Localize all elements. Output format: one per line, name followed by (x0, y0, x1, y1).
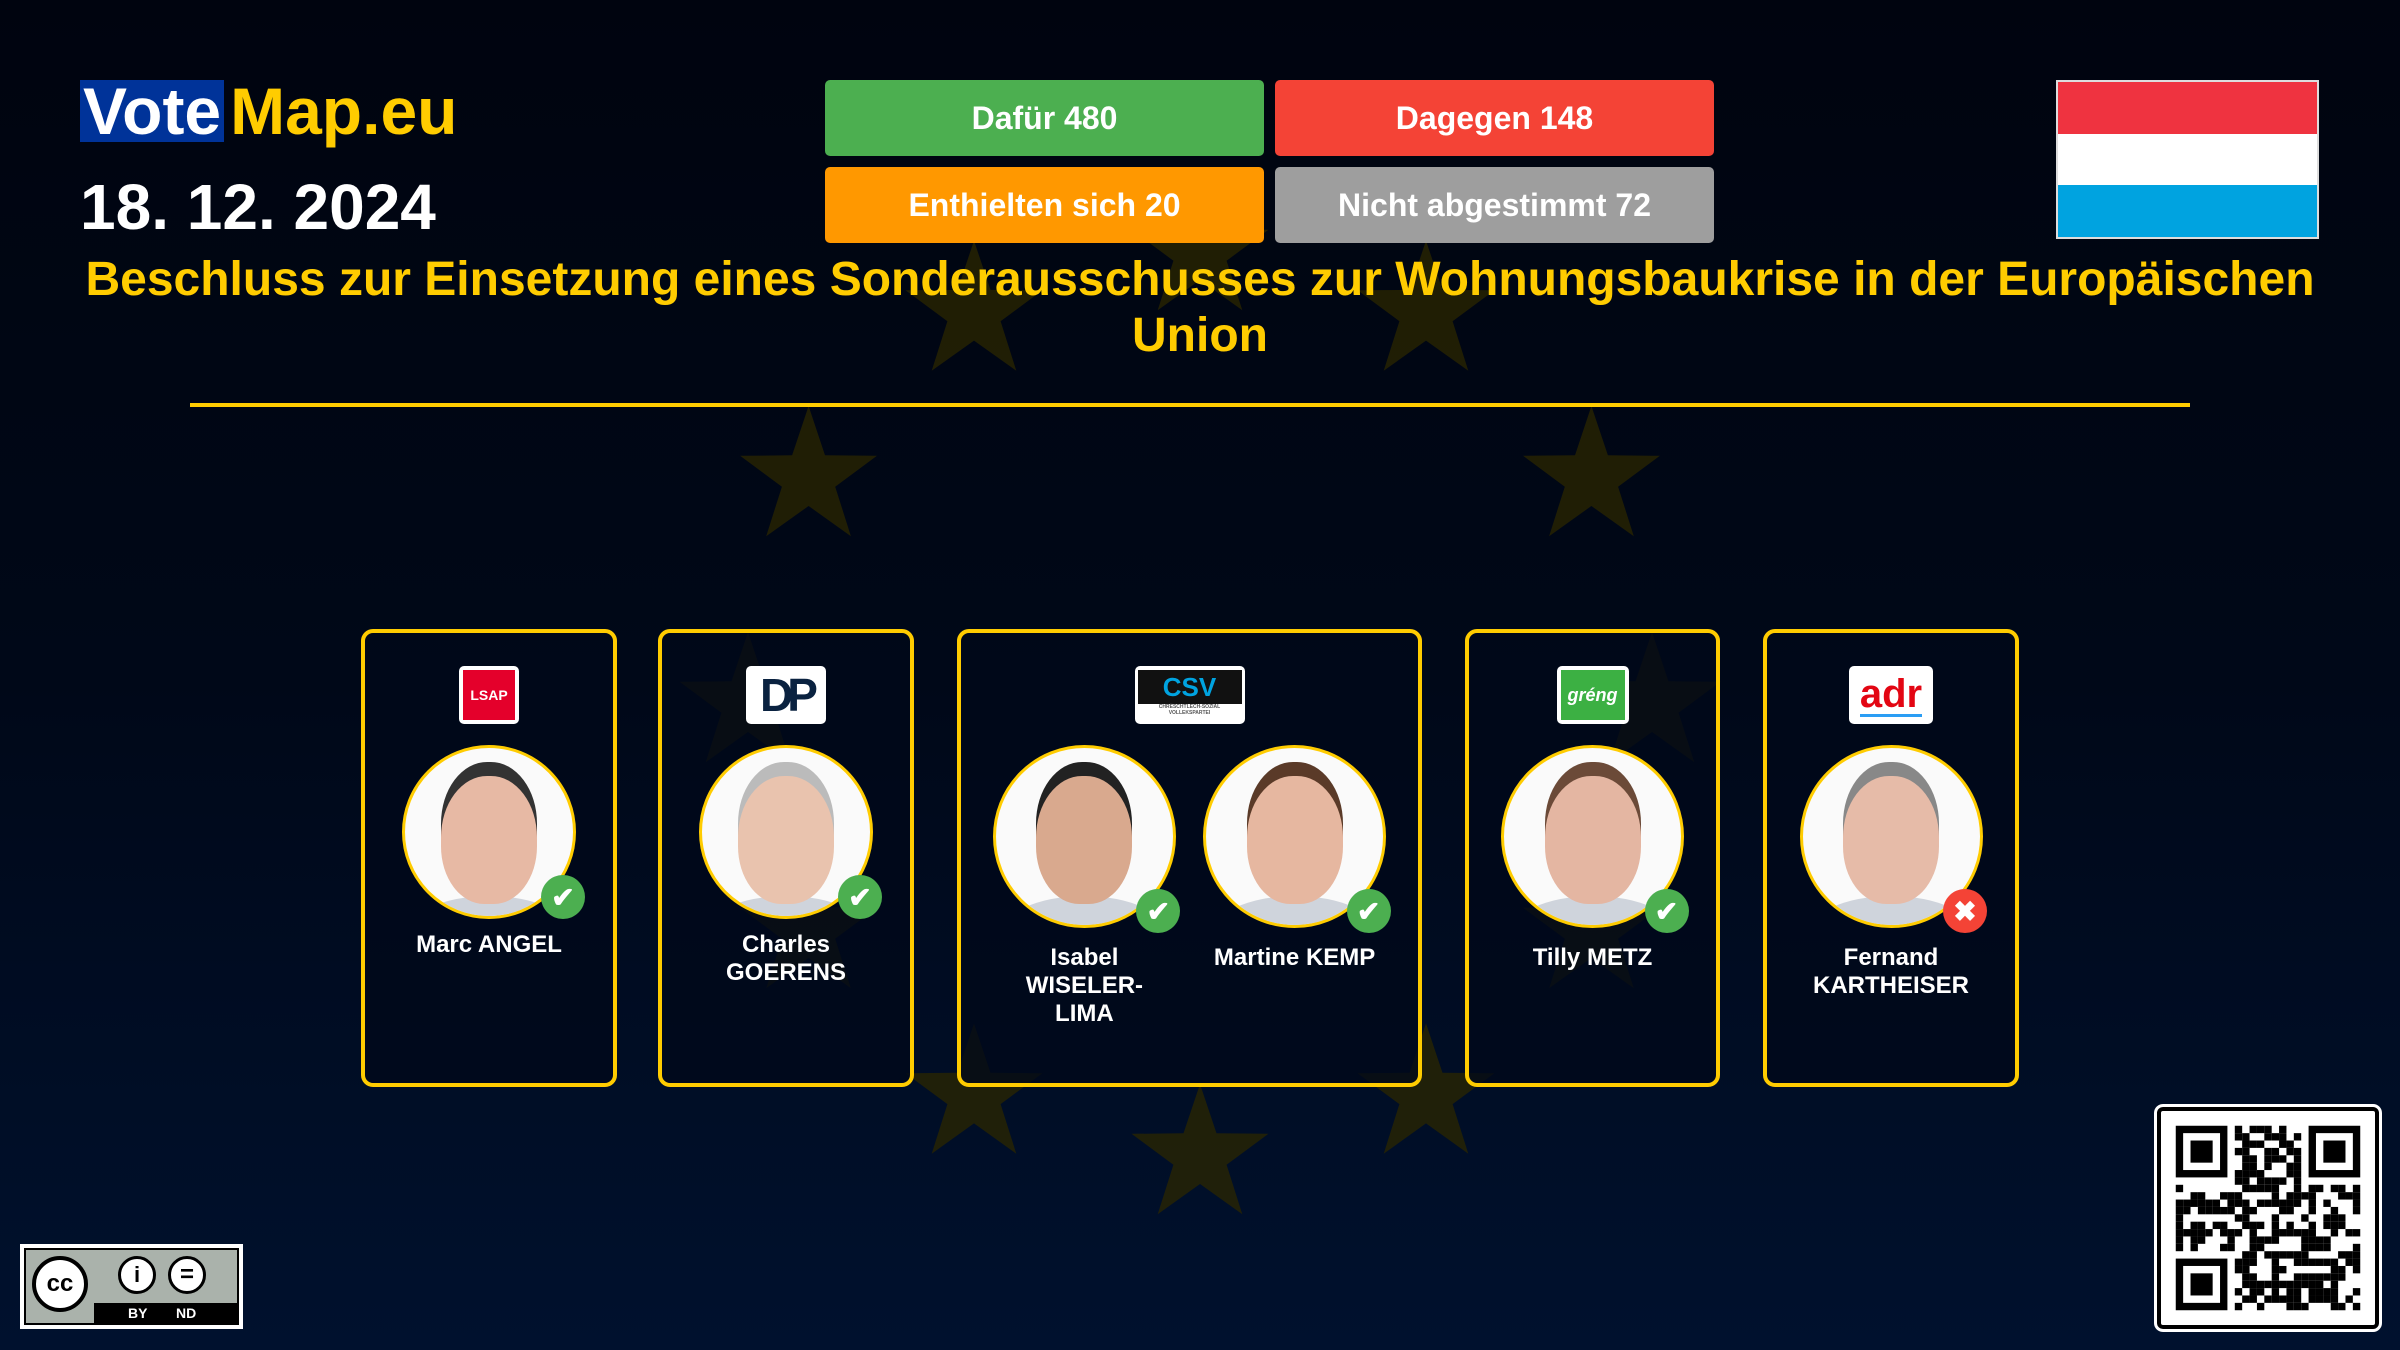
eu-star (1523, 406, 1660, 537)
party-logo-csv: CSV CHRËSCHTLECH-SOZIAL VOLLEKSPARTEI (1134, 666, 1245, 724)
result-not-voted: Nicht abgestimmt 72 (1275, 167, 1714, 243)
vote-for-check-icon: ✔ (838, 875, 882, 919)
party-card: CSV CHRËSCHTLECH-SOZIAL VOLLEKSPARTEI ✔ Isa… (957, 629, 1422, 1087)
mep-name: Tilly METZ (1532, 944, 1653, 971)
party-logo-adr: adr (1849, 666, 1933, 724)
mep[interactable]: ✔ Charles GOERENS (686, 745, 886, 987)
mep[interactable]: ✔ Isabel WISELER-LIMA (984, 745, 1184, 1028)
mep[interactable]: ✔ Marc ANGEL (389, 745, 589, 959)
party-logo-gréng: gréng (1556, 666, 1629, 724)
votemap-logo: Vote Map.eu (80, 78, 457, 144)
result-for: Dafür 480 (825, 80, 1264, 156)
eu-star (1131, 1084, 1269, 1215)
no-derivatives-icon: = (168, 1256, 206, 1294)
mep-photo (402, 745, 576, 919)
mep[interactable]: ✖ Fernand KARTHEISER (1791, 745, 1991, 1000)
mep[interactable]: ✔ Martine KEMP (1195, 745, 1395, 972)
vote-title: Beschluss zur Einsetzung eines Sonderaus… (85, 253, 2315, 362)
eu-star (905, 240, 1043, 371)
luxembourg-flag (2056, 80, 2319, 239)
eu-star (1131, 180, 1269, 311)
party-card: adr ✖ Fernand KARTHEISER (1763, 629, 2019, 1087)
eu-star (1357, 1023, 1495, 1154)
eu-star (740, 406, 877, 537)
party-card: gréng ✔ Tilly METZ (1465, 629, 1720, 1087)
mep-photo (699, 745, 873, 919)
result-abstained: Enthielten sich 20 (825, 167, 1264, 243)
party-logo-dp: DP (746, 666, 826, 724)
mep-name: Martine KEMP (1213, 944, 1376, 971)
vote-for-check-icon: ✔ (1136, 889, 1181, 933)
mep[interactable]: ✔ Tilly METZ (1493, 745, 1693, 972)
party-card: LSAP ✔ Marc ANGEL (361, 629, 617, 1087)
eu-star (905, 1023, 1043, 1154)
divider (190, 403, 2190, 407)
mep-name: Isabel WISELER-LIMA (1025, 944, 1144, 1027)
party-logo-lsap: LSAP (459, 666, 519, 724)
vote-against-x-icon: ✖ (1943, 889, 1987, 933)
mep-name: Marc ANGEL (416, 931, 562, 958)
party-card: DP ✔ Charles GOERENS (658, 629, 914, 1087)
vote-for-check-icon: ✔ (1346, 889, 1391, 933)
vote-for-check-icon: ✔ (541, 875, 585, 919)
vote-date: 18. 12. 2024 (80, 171, 436, 243)
attribution-icon: i (118, 1256, 156, 1294)
eu-star (1357, 240, 1495, 371)
vote-for-check-icon: ✔ (1644, 889, 1689, 933)
mep-name: Fernand KARTHEISER (1812, 944, 1969, 999)
result-against: Dagegen 148 (1275, 80, 1714, 156)
cc-by-nd-license-badge: cc i = BY ND (20, 1244, 243, 1329)
mep-name: Charles GOERENS (725, 931, 847, 986)
cc-icon: cc (32, 1256, 88, 1312)
qr-code[interactable] (2154, 1104, 2382, 1332)
